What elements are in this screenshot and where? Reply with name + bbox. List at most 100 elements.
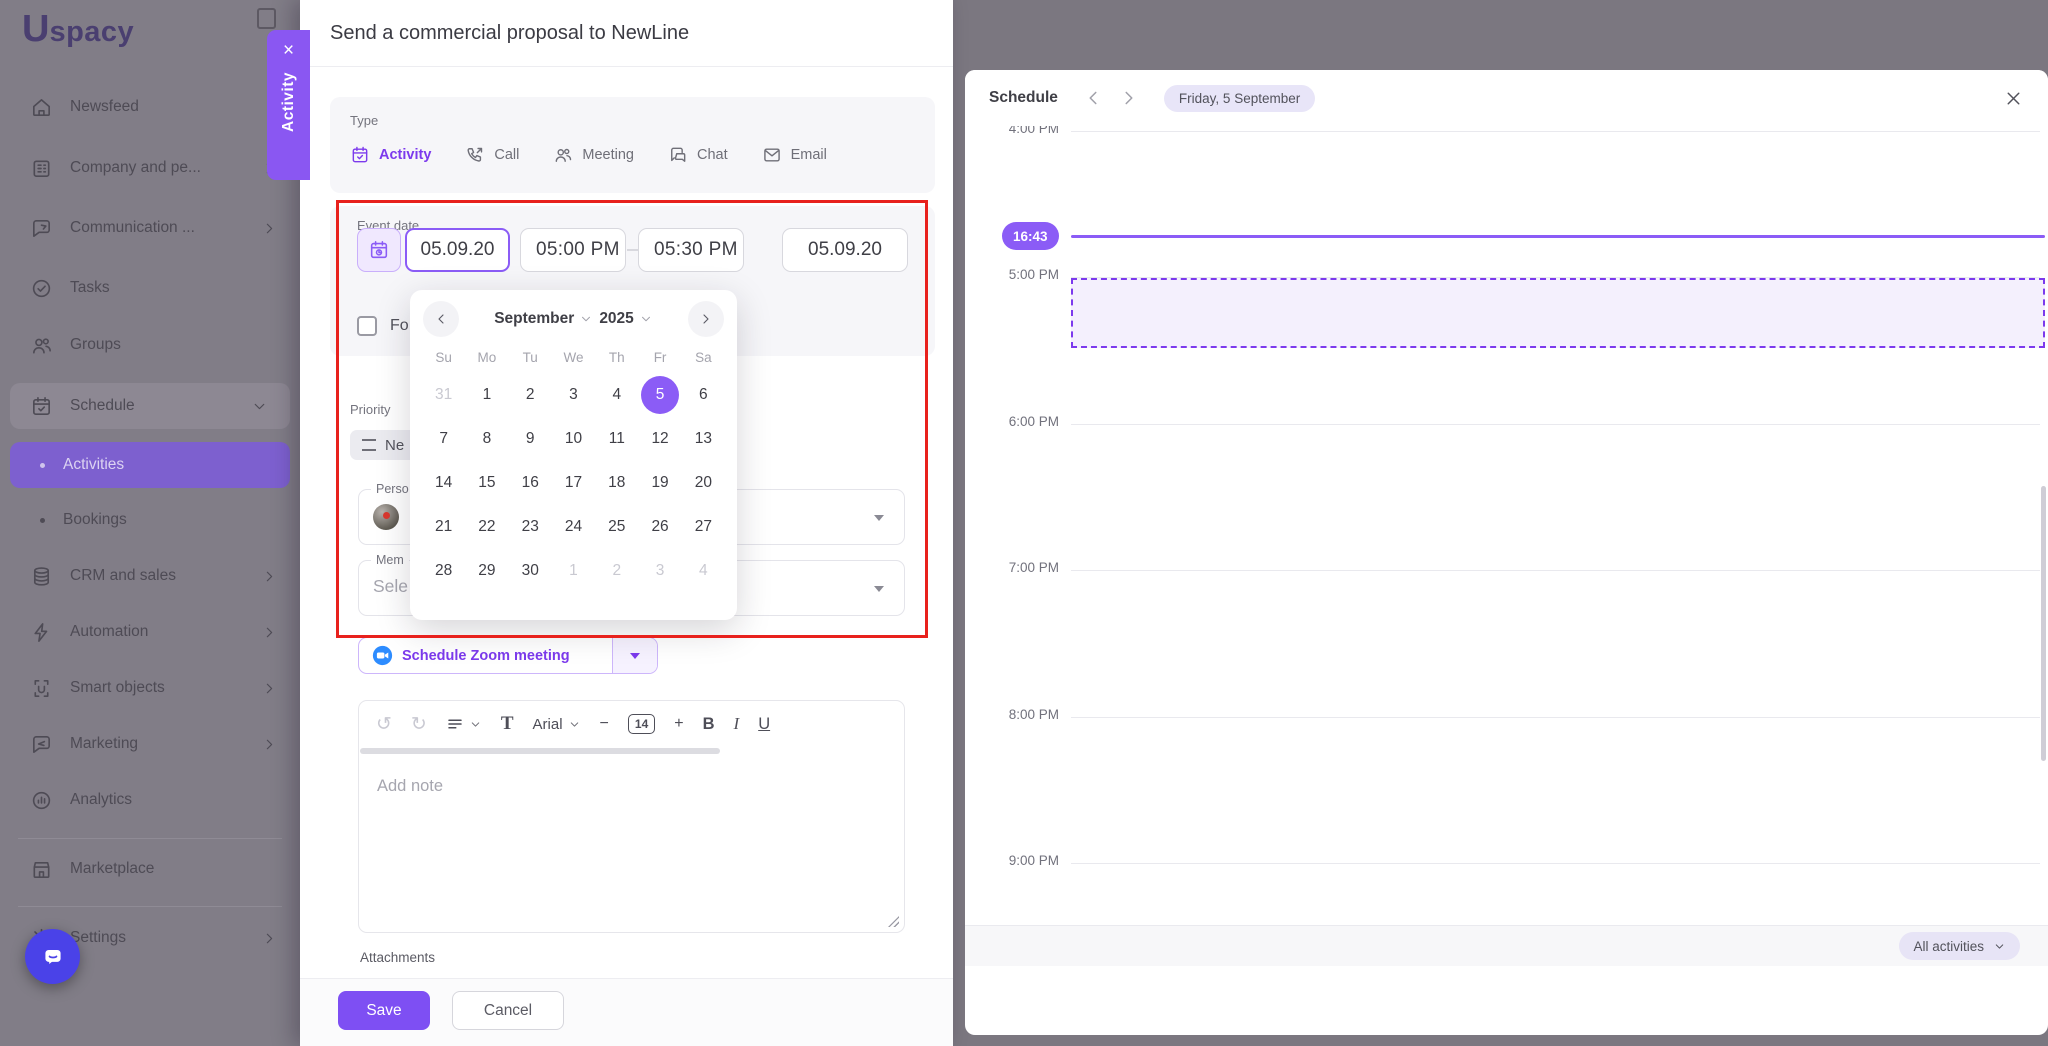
schedule-date-chip[interactable]: Friday, 5 September [1163, 84, 1316, 112]
sidebar-item-label: Marketplace [70, 860, 155, 877]
italic-icon: I [733, 714, 740, 733]
decrease-font-button[interactable]: − [600, 715, 609, 733]
sidebar-item-label: Bookings [63, 511, 127, 528]
text-style-button[interactable]: T [501, 713, 514, 735]
calendar-day[interactable]: 20 [694, 474, 712, 491]
sidebar-item-automation[interactable]: Automation [0, 609, 300, 655]
bold-button[interactable]: B [703, 715, 715, 734]
start-time-input[interactable]: 05:00 PM [520, 228, 626, 272]
calendar-day[interactable]: 15 [478, 474, 496, 491]
sidebar-item-marketplace[interactable]: Marketplace [0, 846, 300, 892]
calendar-day[interactable]: 4 [699, 562, 708, 579]
sidebar-item-marketing[interactable]: Marketing [0, 721, 300, 767]
save-button[interactable]: Save [338, 991, 430, 1030]
sidebar-item-communication[interactable]: Communication ... [0, 205, 300, 251]
end-time-input[interactable]: 05:30 PM [638, 228, 744, 272]
calendar-day[interactable]: 17 [564, 474, 583, 491]
calendar-day[interactable]: 1 [482, 386, 492, 403]
time-slot-selection[interactable] [1071, 278, 2045, 348]
zoom-options-dropdown[interactable] [613, 638, 657, 673]
calendar-day[interactable]: 4 [612, 386, 622, 403]
calendar-day[interactable]: 11 [608, 430, 625, 447]
type-tab-activity[interactable]: Activity [350, 145, 431, 165]
weekday-label: Tu [522, 349, 538, 365]
calendar-day-selected[interactable]: 5 [641, 376, 680, 414]
toolbar-scrollbar[interactable] [360, 748, 720, 754]
sidebar-item-settings[interactable]: Settings [0, 915, 300, 961]
close-schedule-icon[interactable] [2003, 88, 2024, 109]
calendar-picker-button[interactable] [357, 228, 401, 272]
align-dropdown[interactable] [446, 715, 482, 733]
calendar-day[interactable]: 29 [478, 562, 496, 579]
calendar-day[interactable]: 25 [608, 518, 626, 535]
type-tab-call[interactable]: Call [465, 145, 519, 165]
calendar-day[interactable]: 1 [569, 562, 578, 579]
redo-button[interactable]: ↻ [411, 713, 427, 736]
sidebar-item-schedule[interactable]: Schedule [10, 383, 290, 429]
end-date-input[interactable]: 05.09.20 [782, 228, 908, 272]
start-date-input[interactable]: 05.09.20 [405, 228, 510, 272]
activity-side-tab[interactable]: × Activity [267, 30, 310, 180]
calendar-day[interactable]: 28 [435, 562, 453, 579]
calendar-day[interactable]: 18 [608, 474, 626, 491]
dropdown-caret-icon[interactable] [874, 586, 884, 592]
calendar-day[interactable]: 27 [694, 518, 712, 535]
next-month-button[interactable] [688, 301, 724, 337]
calendar-day[interactable]: 24 [564, 518, 583, 535]
font-size-input[interactable]: 14 [627, 714, 656, 734]
calendar-day[interactable]: 12 [651, 430, 669, 447]
calendar-day[interactable]: 30 [521, 562, 539, 579]
dropdown-caret-icon[interactable] [874, 515, 884, 521]
calendar-day[interactable]: 22 [478, 518, 496, 535]
calendar-day[interactable]: 7 [439, 430, 448, 447]
calendar-day[interactable]: 16 [521, 474, 539, 491]
calendar-day[interactable]: 10 [564, 430, 583, 447]
calendar-day[interactable]: 13 [694, 430, 712, 447]
sidebar-item-groups[interactable]: Groups [0, 322, 300, 368]
sidebar-item-smart-objects[interactable]: Smart objects [0, 665, 300, 711]
month-select[interactable]: September [494, 310, 593, 328]
calendar-day[interactable]: 2 [525, 386, 535, 403]
calendar-day[interactable]: 21 [435, 518, 453, 535]
next-day-icon[interactable] [1118, 87, 1140, 109]
prev-day-icon[interactable] [1082, 87, 1104, 109]
calendar-day[interactable]: 2 [612, 562, 622, 579]
schedule-zoom-meeting-button[interactable]: Schedule Zoom meeting [359, 638, 612, 673]
type-tab-chat[interactable]: Chat [668, 145, 728, 165]
type-tab-meeting[interactable]: Meeting [553, 145, 634, 165]
sidebar-item-analytics[interactable]: Analytics [0, 777, 300, 823]
cancel-button[interactable]: Cancel [452, 991, 564, 1030]
calendar-day[interactable]: 31 [435, 386, 453, 403]
calendar-day[interactable]: 3 [569, 386, 578, 403]
collapse-sidebar-icon[interactable] [257, 8, 276, 29]
calendar-day[interactable]: 6 [699, 386, 708, 403]
year-select[interactable]: 2025 [599, 310, 652, 328]
close-icon[interactable]: × [282, 40, 295, 61]
resize-handle[interactable] [888, 916, 899, 927]
all-day-checkbox[interactable] [357, 316, 377, 336]
calendar-day[interactable]: 8 [482, 430, 492, 447]
sidebar-item-company[interactable]: Company and pe... [0, 145, 300, 191]
activities-filter-dropdown[interactable]: All activities [1899, 932, 2020, 960]
calendar-day[interactable]: 3 [655, 562, 665, 579]
increase-font-button[interactable]: + [674, 715, 683, 733]
sidebar-item-crm[interactable]: CRM and sales [0, 553, 300, 599]
sidebar-item-tasks[interactable]: Tasks [0, 265, 300, 311]
type-tab-email[interactable]: Email [762, 145, 827, 165]
schedule-scrollbar[interactable] [2041, 486, 2046, 761]
calendar-day[interactable]: 19 [651, 474, 669, 491]
italic-button[interactable]: I [734, 714, 740, 734]
sidebar-item-bookings[interactable]: Bookings [0, 497, 300, 543]
underline-button[interactable]: U [758, 715, 770, 734]
support-chat-launcher[interactable] [25, 929, 80, 984]
font-family-dropdown[interactable]: Arial [533, 716, 581, 733]
sidebar-item-newsfeed[interactable]: Newsfeed [0, 84, 300, 130]
calendar-day[interactable]: 26 [651, 518, 669, 535]
sidebar-item-activities[interactable]: Activities [10, 442, 290, 488]
calendar-day[interactable]: 14 [435, 474, 453, 491]
prev-month-button[interactable] [423, 301, 459, 337]
undo-button[interactable]: ↺ [376, 713, 392, 736]
calendar-day[interactable]: 23 [521, 518, 539, 535]
calendar-day[interactable]: 9 [525, 430, 535, 447]
